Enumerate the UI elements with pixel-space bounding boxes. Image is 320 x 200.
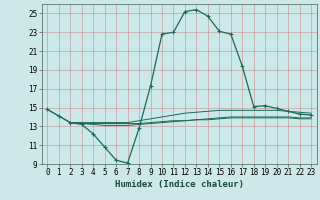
X-axis label: Humidex (Indice chaleur): Humidex (Indice chaleur) <box>115 180 244 189</box>
